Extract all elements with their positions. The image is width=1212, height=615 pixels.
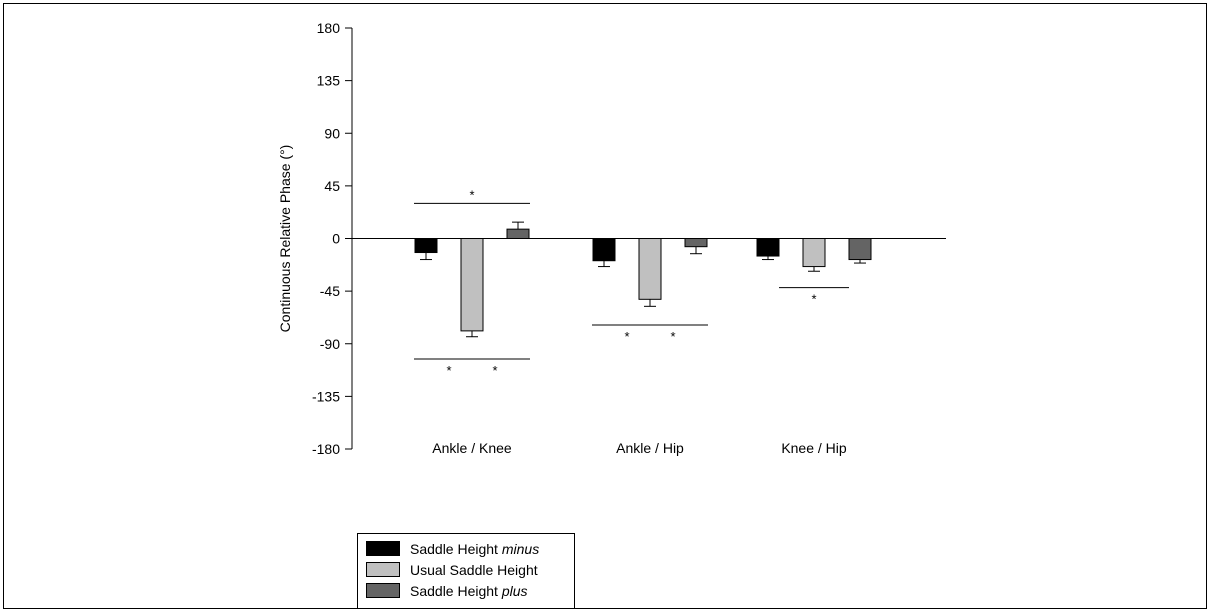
significance-star: * bbox=[811, 292, 816, 307]
significance-star: * bbox=[624, 329, 629, 344]
bar bbox=[639, 239, 661, 300]
bar bbox=[507, 229, 529, 238]
legend-label-minus: Saddle Height minus bbox=[410, 541, 539, 557]
y-tick-label: 90 bbox=[324, 125, 340, 141]
y-tick-label: 180 bbox=[317, 20, 341, 36]
significance-star: * bbox=[492, 363, 497, 378]
significance-star: * bbox=[469, 187, 474, 202]
legend-swatch-plus bbox=[366, 583, 400, 598]
y-tick-label: 0 bbox=[332, 231, 340, 247]
significance-star: * bbox=[670, 329, 675, 344]
bar bbox=[593, 239, 615, 261]
significance-star: * bbox=[446, 363, 451, 378]
legend-entry-minus: Saddle Height minus bbox=[366, 538, 574, 559]
legend-label-usual: Usual Saddle Height bbox=[410, 562, 538, 578]
bar bbox=[757, 239, 779, 257]
x-category-label: Ankle / Knee bbox=[432, 440, 512, 456]
y-tick-label: 45 bbox=[324, 178, 340, 194]
legend-entry-plus: Saddle Height plus bbox=[366, 580, 574, 601]
y-tick-label: -180 bbox=[312, 441, 340, 457]
y-tick-label: -45 bbox=[320, 283, 340, 299]
bar bbox=[461, 239, 483, 331]
x-category-label: Knee / Hip bbox=[781, 440, 847, 456]
x-category-label: Ankle / Hip bbox=[616, 440, 684, 456]
y-tick-label: -135 bbox=[312, 388, 340, 404]
legend-label-plus: Saddle Height plus bbox=[410, 583, 528, 599]
legend-swatch-minus bbox=[366, 541, 400, 556]
legend-entry-usual: Usual Saddle Height bbox=[366, 559, 574, 580]
bar bbox=[685, 239, 707, 247]
y-axis-title: Continuous Relative Phase (°) bbox=[277, 145, 293, 333]
bar bbox=[415, 239, 437, 253]
y-tick-label: -90 bbox=[320, 336, 340, 352]
bar bbox=[803, 239, 825, 267]
legend-swatch-usual bbox=[366, 562, 400, 577]
bar bbox=[849, 239, 871, 260]
legend: Saddle Height minus Usual Saddle Height … bbox=[357, 533, 575, 609]
y-tick-label: 135 bbox=[317, 73, 341, 89]
